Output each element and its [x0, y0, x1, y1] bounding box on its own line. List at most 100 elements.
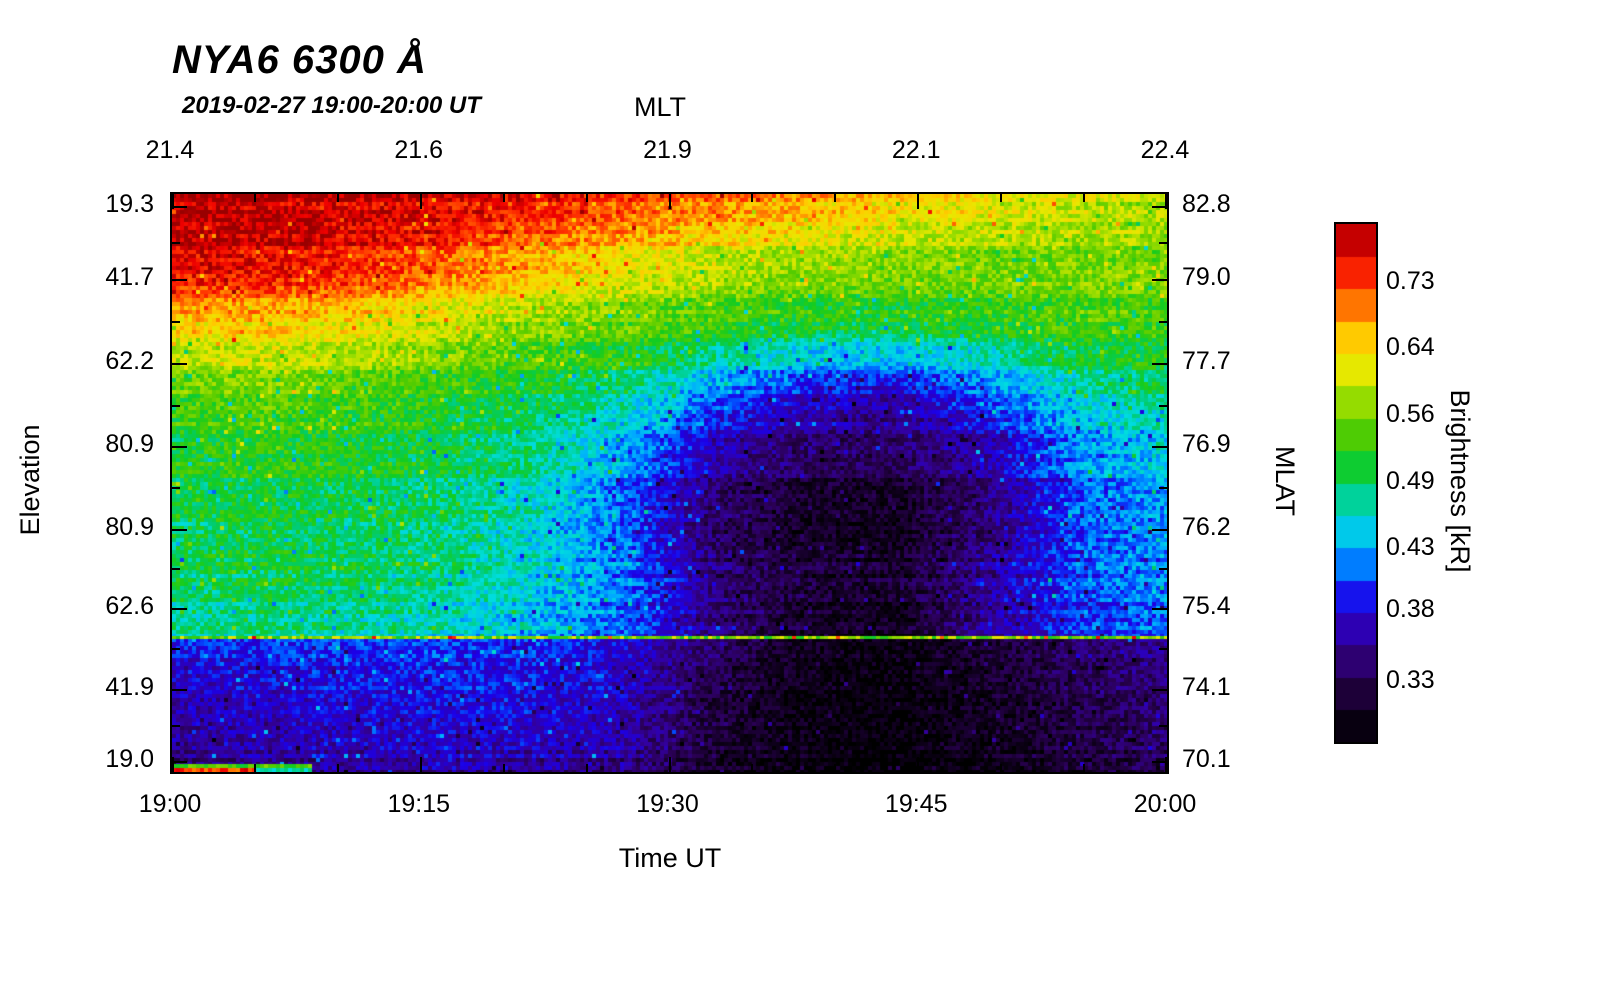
axis-tick — [834, 194, 837, 202]
heatmap-canvas — [172, 194, 1167, 772]
colorbar-tick-label: 0.73 — [1386, 266, 1435, 295]
left-axis-label: Elevation — [15, 424, 45, 536]
bottom-axis-label: Time UT — [618, 843, 722, 873]
time-tick-label: 19:15 — [387, 790, 451, 818]
axis-tick — [1165, 757, 1167, 772]
mlat-tick-label: 77.7 — [1182, 346, 1231, 375]
mlat-tick-label: 82.8 — [1182, 189, 1231, 218]
axis-tick — [336, 194, 339, 202]
mlat-tick-label: 76.2 — [1182, 512, 1231, 541]
elevation-tick-label: 80.9 — [105, 512, 154, 541]
colorbar-tick-label: 0.38 — [1386, 595, 1435, 624]
axis-tick — [172, 608, 187, 610]
top-axis-label: MLT — [634, 92, 686, 122]
chart-subtitle: 2019-02-27 19:00-20:00 UT — [182, 92, 481, 119]
axis-tick — [668, 194, 671, 209]
axis-tick — [172, 528, 187, 531]
colorbar-canvas — [1336, 224, 1376, 742]
chart-title: NYA6 6300 Å — [172, 38, 427, 82]
axis-tick — [834, 764, 837, 772]
axis-tick — [172, 242, 180, 245]
axis-tick — [1152, 446, 1167, 449]
time-tick-label: 19:45 — [884, 790, 948, 818]
axis-tick — [1152, 608, 1167, 610]
axis-tick — [1152, 362, 1167, 365]
colorbar-tick-label: 0.49 — [1386, 467, 1435, 496]
colorbar — [1334, 222, 1378, 744]
time-tick-label: 19:30 — [636, 790, 699, 818]
axis-tick — [1152, 688, 1167, 691]
axis-tick — [172, 688, 187, 691]
axis-tick — [1165, 194, 1167, 209]
axis-tick — [1152, 205, 1167, 208]
mlt-tick-label: 21.9 — [643, 136, 692, 164]
axis-tick — [172, 194, 174, 209]
mlt-tick-label: 21.6 — [394, 136, 444, 164]
axis-tick — [668, 757, 671, 772]
axis-tick — [917, 757, 920, 772]
axis-tick — [1000, 764, 1003, 772]
axis-tick — [172, 279, 187, 282]
axis-tick — [172, 321, 180, 324]
axis-tick — [917, 194, 920, 209]
elevation-tick-label: 62.2 — [105, 346, 154, 375]
axis-tick — [502, 194, 505, 202]
axis-tick — [585, 194, 588, 202]
time-tick-label: 19:00 — [138, 790, 202, 818]
axis-tick — [1159, 404, 1167, 407]
axis-tick — [1083, 764, 1086, 772]
elevation-tick-label: 80.9 — [105, 430, 154, 459]
axis-tick — [419, 757, 422, 772]
axis-tick — [172, 724, 180, 727]
time-tick-label: 20:00 — [1133, 790, 1197, 818]
axis-tick — [585, 764, 588, 772]
axis-tick — [1159, 568, 1167, 571]
axis-tick — [1152, 528, 1167, 531]
colorbar-tick-label: 0.43 — [1386, 532, 1435, 561]
colorbar-tick-label: 0.33 — [1386, 666, 1435, 695]
axis-tick — [172, 487, 180, 490]
axis-tick — [1159, 724, 1167, 727]
axis-tick — [172, 446, 187, 449]
axis-tick — [172, 362, 187, 365]
mlat-tick-label: 75.4 — [1182, 592, 1231, 620]
mlt-tick-label: 22.4 — [1140, 136, 1190, 164]
axis-tick — [172, 205, 187, 208]
elevation-tick-label: 19.0 — [105, 744, 154, 773]
axis-tick — [172, 757, 174, 772]
mlat-tick-label: 76.9 — [1182, 430, 1231, 459]
heatmap-plot-area — [170, 192, 1169, 774]
axis-tick — [336, 764, 339, 772]
axis-tick — [1152, 279, 1167, 282]
axis-tick — [751, 194, 754, 202]
axis-tick — [253, 194, 256, 202]
mlt-tick-label: 22.1 — [891, 136, 941, 164]
axis-tick — [172, 648, 180, 651]
axis-tick — [1159, 487, 1167, 490]
colorbar-tick-label: 0.56 — [1386, 399, 1435, 428]
axis-tick — [502, 764, 505, 772]
elevation-tick-label: 41.7 — [105, 263, 154, 292]
colorbar-tick-label: 0.64 — [1386, 332, 1435, 361]
mlat-tick-label: 70.1 — [1182, 744, 1231, 773]
axis-tick — [1159, 321, 1167, 324]
right-axis-label: MLAT — [1270, 445, 1300, 516]
axis-tick — [172, 568, 180, 571]
axis-tick — [751, 764, 754, 772]
mlt-tick-label: 21.4 — [145, 136, 195, 164]
elevation-tick-label: 19.3 — [105, 189, 154, 218]
axis-tick — [1159, 242, 1167, 245]
axis-tick — [172, 404, 180, 407]
elevation-tick-label: 62.6 — [105, 592, 154, 620]
axis-tick — [419, 194, 422, 209]
mlat-tick-label: 79.0 — [1182, 263, 1231, 292]
axis-tick — [172, 760, 187, 763]
axis-tick — [253, 764, 256, 772]
axis-tick — [1083, 194, 1086, 202]
axis-tick — [1159, 648, 1167, 651]
axis-tick — [1000, 194, 1003, 202]
axis-tick — [1152, 760, 1167, 763]
mlat-tick-label: 74.1 — [1182, 672, 1231, 701]
elevation-tick-label: 41.9 — [105, 672, 154, 701]
